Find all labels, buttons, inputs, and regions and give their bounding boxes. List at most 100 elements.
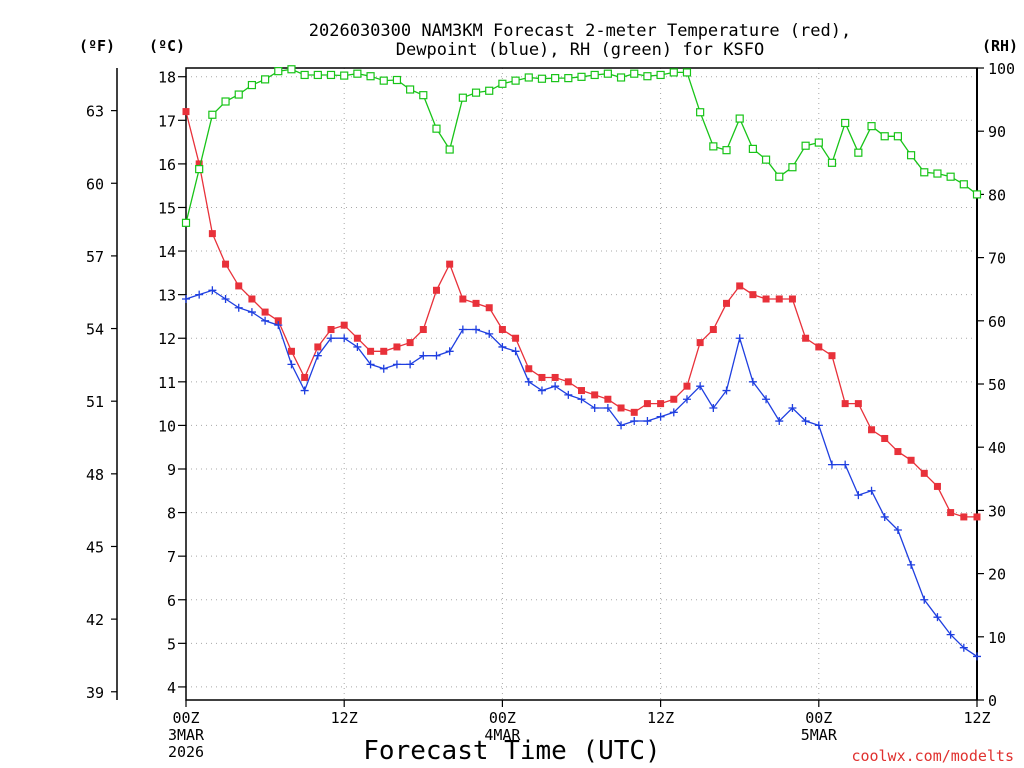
fahrenheit-tick-label: 39	[86, 684, 104, 702]
dewpoint-point	[788, 403, 797, 412]
dewpoint-point	[775, 417, 784, 426]
rh-point	[326, 70, 336, 80]
rh-tick-label: 50	[988, 376, 1006, 394]
rh-point	[854, 148, 863, 157]
rh-point	[366, 72, 375, 81]
temperature-point	[630, 408, 638, 416]
rh-point	[880, 132, 889, 141]
fahrenheit-tick-label: 48	[86, 466, 104, 484]
temperature-point	[182, 108, 190, 116]
credit-link[interactable]: coolwx.com/modelts	[851, 747, 1014, 765]
rh-point	[946, 172, 955, 181]
fahrenheit-unit-label: (ºF)	[79, 37, 115, 55]
rh-point	[827, 158, 837, 167]
temperature-point	[525, 365, 533, 373]
dewpoint-point	[590, 403, 599, 412]
dewpoint-point	[933, 613, 942, 622]
celsius-tick-label: 10	[158, 417, 176, 435]
rh-point	[313, 70, 322, 80]
dewpoint-point	[524, 377, 533, 386]
celsius-tick-label: 5	[167, 635, 176, 653]
dewpoint-point	[419, 351, 428, 360]
fahrenheit-tick-label: 63	[86, 103, 104, 121]
rh-point	[498, 79, 507, 88]
dewpoint-point	[551, 382, 560, 391]
temperature-point	[920, 469, 928, 477]
rh-point	[867, 122, 876, 131]
rh-point	[261, 75, 270, 84]
temperature-point	[841, 400, 849, 408]
celsius-tick-label: 17	[158, 112, 176, 130]
dewpoint-point	[722, 386, 731, 395]
rh-tick-label: 90	[988, 123, 1006, 141]
rh-point	[392, 75, 402, 85]
rh-tick-label: 10	[988, 629, 1006, 647]
rh-point	[722, 146, 731, 155]
rh-point	[906, 151, 916, 160]
rh-point	[300, 70, 309, 80]
temperature-point	[973, 513, 981, 521]
rh-point	[511, 76, 520, 85]
rh-unit-label: (RH)	[982, 37, 1018, 55]
time-tick-label: 12Z	[647, 709, 674, 727]
celsius-tick-label: 13	[158, 287, 176, 305]
temperature-point	[208, 230, 216, 238]
rh-point	[972, 190, 982, 199]
rh-point	[274, 67, 283, 76]
dewpoint-series-line	[185, 289, 978, 657]
temperature-point	[248, 295, 256, 303]
temperature-point	[406, 339, 414, 347]
dewpoint-point	[406, 360, 415, 369]
dewpoint-point	[247, 308, 256, 317]
rh-point	[709, 142, 718, 151]
temperature-point	[274, 317, 282, 325]
temperature-point	[683, 382, 691, 390]
dewpoint-point	[221, 295, 230, 304]
rh-point	[761, 155, 771, 164]
temperature-point	[881, 434, 889, 442]
temperature-point	[446, 260, 454, 268]
dewpoint-point	[748, 377, 757, 386]
fahrenheit-tick-label: 60	[86, 175, 104, 193]
rh-tick-label: 70	[988, 250, 1006, 268]
date-tick-label: 3MAR	[168, 726, 205, 744]
dewpoint-point	[458, 325, 467, 334]
temperature-point	[498, 326, 506, 334]
rh-point	[603, 69, 612, 78]
temperature-point	[195, 160, 203, 168]
x-axis-label: Forecast Time (UTC)	[363, 736, 660, 766]
rh-point	[181, 218, 191, 227]
temperature-point	[775, 295, 783, 303]
date-tick-label: 2026	[168, 743, 204, 761]
dewpoint-point	[735, 334, 744, 343]
temperature-point	[670, 395, 678, 403]
dewpoint-point	[353, 342, 362, 351]
dewpoint-point	[577, 395, 586, 404]
celsius-tick-label: 18	[158, 69, 176, 87]
dewpoint-point	[603, 403, 612, 412]
temperature-point	[578, 387, 585, 395]
rh-point	[801, 141, 810, 150]
dewpoint-point	[907, 560, 916, 569]
temperature-point	[235, 282, 243, 290]
rh-point	[643, 72, 652, 81]
fahrenheit-tick-label: 45	[86, 538, 104, 556]
rh-point	[247, 80, 257, 90]
rh-point	[735, 114, 744, 123]
temperature-point	[947, 509, 955, 517]
temperature-point	[367, 347, 375, 355]
temperature-point	[380, 347, 388, 355]
temperature-point	[301, 373, 309, 381]
celsius-unit-label: (ºC)	[149, 37, 185, 55]
plot-frame	[185, 67, 978, 701]
temperature-point	[327, 326, 335, 334]
rh-point	[445, 145, 454, 154]
time-tick-label: 12Z	[331, 709, 358, 727]
dewpoint-point	[946, 630, 955, 639]
dewpoint-point	[709, 403, 718, 412]
temperature-point	[788, 295, 796, 303]
time-tick-label: 12Z	[963, 709, 990, 727]
rh-point	[353, 69, 362, 78]
dewpoint-point	[537, 386, 546, 395]
dewpoint-point	[801, 417, 810, 426]
